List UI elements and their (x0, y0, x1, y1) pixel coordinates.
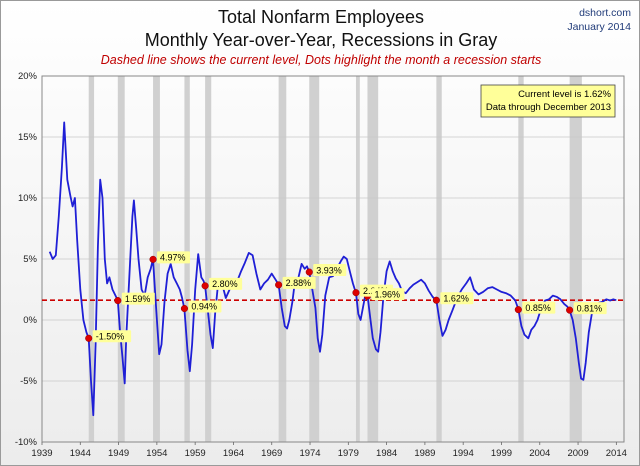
y-tick-label: 5% (23, 254, 37, 265)
info-box-current-level: Current level is 1.62% (518, 89, 611, 100)
recession-start-label-bg (313, 264, 347, 277)
recession-start-labels: -1.50%1.59%4.97%0.94%2.80%2.88%3.93%2.24… (92, 251, 607, 343)
info-box: Current level is 1.62% Data through Dece… (480, 84, 616, 118)
x-tick-label: 1949 (108, 448, 129, 459)
x-axis-ticks: 1939 1944 1949 1954 1959 1964 1969 1974 1979 1984… (31, 442, 627, 459)
x-tick-label: 1979 (338, 448, 359, 459)
x-tick-label: 2004 (529, 448, 550, 459)
x-tick-label: 1964 (223, 448, 244, 459)
recession-start-label: 1.96% (374, 289, 400, 299)
y-tick-label: -5% (20, 376, 37, 387)
recession-start-label: 0.94% (191, 302, 217, 312)
recession-start-label-bg (573, 302, 607, 315)
plot-area-border (41, 75, 625, 443)
info-box-data-through: Data through December 2013 (486, 102, 611, 113)
x-tick-label: 2009 (567, 448, 588, 459)
recession-start-dot (85, 334, 93, 342)
x-tick-label: 1954 (146, 448, 167, 459)
recession-start-dots (85, 255, 574, 342)
chart-title: Total Nonfarm Employees (217, 7, 425, 27)
recession-start-dot (432, 296, 440, 304)
x-tick-label: 1974 (299, 448, 320, 459)
recession-start-label: 3.93% (316, 265, 342, 275)
recession-start-label: 0.81% (577, 303, 603, 313)
recession-start-dot (305, 268, 313, 276)
recession-start-label: 4.97% (160, 253, 186, 263)
recession-start-label: 2.80% (212, 279, 238, 289)
chart-title-line2: Monthly Year-over-Year, Recessions in Gr… (144, 30, 498, 50)
grid-lines (42, 75, 624, 443)
recession-start-label-bg (92, 330, 132, 343)
recession-start-label-bg (188, 300, 222, 313)
x-tick-label: 1944 (70, 448, 91, 459)
recession-start-label-bg (209, 277, 243, 290)
recession-start-label-bg (157, 251, 191, 264)
recession-start-label-bg (121, 292, 155, 305)
recession-start-label-bg (522, 301, 556, 314)
x-tick-label: 1939 (31, 448, 52, 459)
x-tick-label: 1999 (491, 448, 512, 459)
y-axis-ticks: -10% -5% 0% 5% 10% 15% 20% (15, 71, 38, 448)
x-tick-label: 2014 (606, 448, 627, 459)
recession-start-dot (352, 289, 360, 297)
recession-start-label-bg (440, 292, 474, 305)
x-tick-label: 1994 (453, 448, 474, 459)
recession-start-label-bg (282, 276, 316, 289)
recession-start-dot (201, 282, 209, 290)
recession-start-label: 1.59% (125, 294, 151, 304)
recession-start-dot (514, 306, 522, 314)
y-tick-label: 15% (18, 132, 38, 143)
x-tick-label: 1969 (261, 448, 282, 459)
x-tick-label: 1989 (414, 448, 435, 459)
chart-subtitle: Dashed line shows the current level, Dot… (100, 53, 542, 67)
source-date: January 2014 (567, 21, 631, 33)
x-tick-label: 1984 (376, 448, 397, 459)
y-tick-label: 0% (23, 315, 37, 326)
recession-start-dot (114, 297, 122, 305)
recession-start-dot (566, 306, 574, 314)
recession-start-label-bg (371, 288, 405, 301)
recession-start-label: 0.85% (525, 303, 551, 313)
y-tick-label: 10% (18, 193, 38, 204)
recession-start-dot (149, 255, 157, 263)
y-tick-label: 20% (18, 71, 38, 82)
x-tick-label: 1959 (185, 448, 206, 459)
y-tick-label: -10% (15, 437, 38, 448)
recession-start-label: 2.88% (286, 278, 312, 288)
recession-start-label: -1.50% (96, 332, 125, 342)
recession-start-dot (180, 304, 188, 313)
info-box-background (480, 84, 616, 118)
source-label: dshort.com (579, 7, 631, 19)
recession-start-label: 1.62% (443, 293, 469, 303)
recession-start-dot (275, 281, 283, 289)
